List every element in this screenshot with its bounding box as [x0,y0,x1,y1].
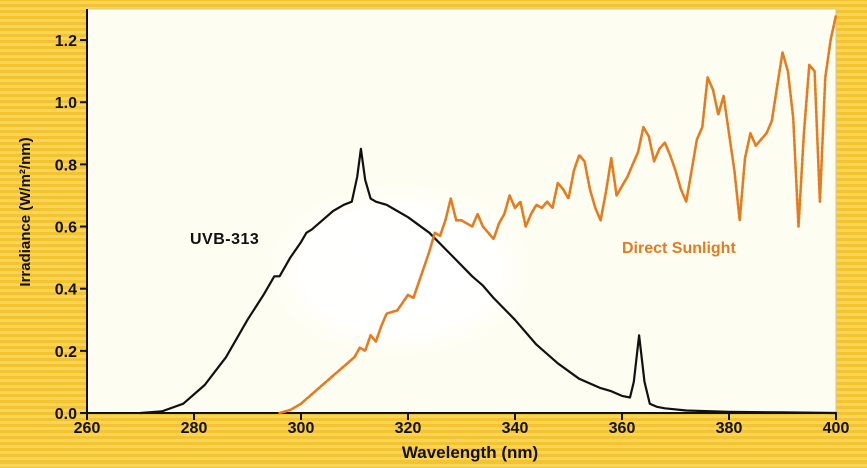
y-tick-label: 1.2 [55,33,77,50]
series-line-uvb-313 [139,147,838,415]
y-tick-label: 0.0 [55,406,77,423]
y-tick-label: 0.4 [55,282,77,299]
x-tick-label: 260 [74,420,101,437]
y-tick-label: 0.8 [55,157,77,174]
y-tick-label: 1.0 [55,95,77,112]
y-tick-label: 0.6 [55,220,77,237]
axis-layer: 0.0 0.2 0.4 0.6 0.8 1.0 1.2 260 280 300 320 340 360 3… [55,9,850,437]
x-tick-label: 400 [823,420,850,437]
x-axis-label: Wavelength (nm) [402,443,538,462]
series-layer [139,13,838,415]
uvb-313-label: UVB-313 [190,231,259,248]
x-tick-label: 280 [181,420,208,437]
x-tick-label: 320 [395,420,422,437]
direct-sunlight-label: Direct Sunlight [622,240,736,257]
y-tick-label: 0.2 [55,344,77,361]
series-line-direct-sunlight [278,13,838,415]
y-axis-label: Irradiance (W/m²/nm) [17,137,34,286]
x-tick-label: 300 [288,420,315,437]
label-layer: Irradiance (W/m²/nm) Wavelength (nm) UVB… [17,137,736,462]
x-tick-label: 380 [716,420,743,437]
x-tick-label: 360 [609,420,636,437]
x-tick-label: 340 [502,420,529,437]
center-glow [255,175,545,365]
